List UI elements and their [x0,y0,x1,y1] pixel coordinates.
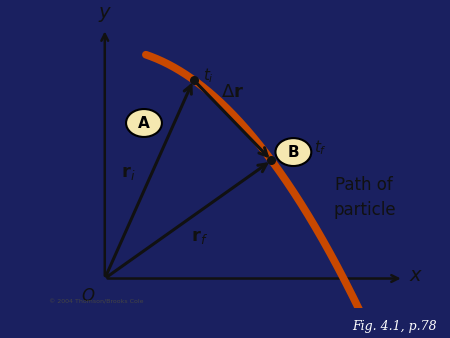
Text: Fig. 4.1, p.78: Fig. 4.1, p.78 [352,320,436,333]
Text: $t_i$: $t_i$ [203,66,214,85]
Text: © 2004 Thomson/Brooks Cole: © 2004 Thomson/Brooks Cole [49,299,143,305]
Text: $\mathbf{r}_i$: $\mathbf{r}_i$ [122,164,136,183]
Circle shape [275,138,311,166]
Circle shape [126,109,162,137]
Text: $\mathbf{A}$: $\mathbf{A}$ [137,115,151,131]
Text: $y$: $y$ [98,5,112,24]
Text: $\mathbf{r}_f$: $\mathbf{r}_f$ [191,228,208,246]
Text: Path of
particle: Path of particle [333,176,396,219]
Text: $x$: $x$ [409,266,423,285]
Text: $\mathbf{B}$: $\mathbf{B}$ [287,144,300,160]
Text: $O$: $O$ [81,287,95,305]
Text: $\Delta\mathbf{r}$: $\Delta\mathbf{r}$ [221,83,244,101]
Text: $t_f$: $t_f$ [314,138,327,157]
